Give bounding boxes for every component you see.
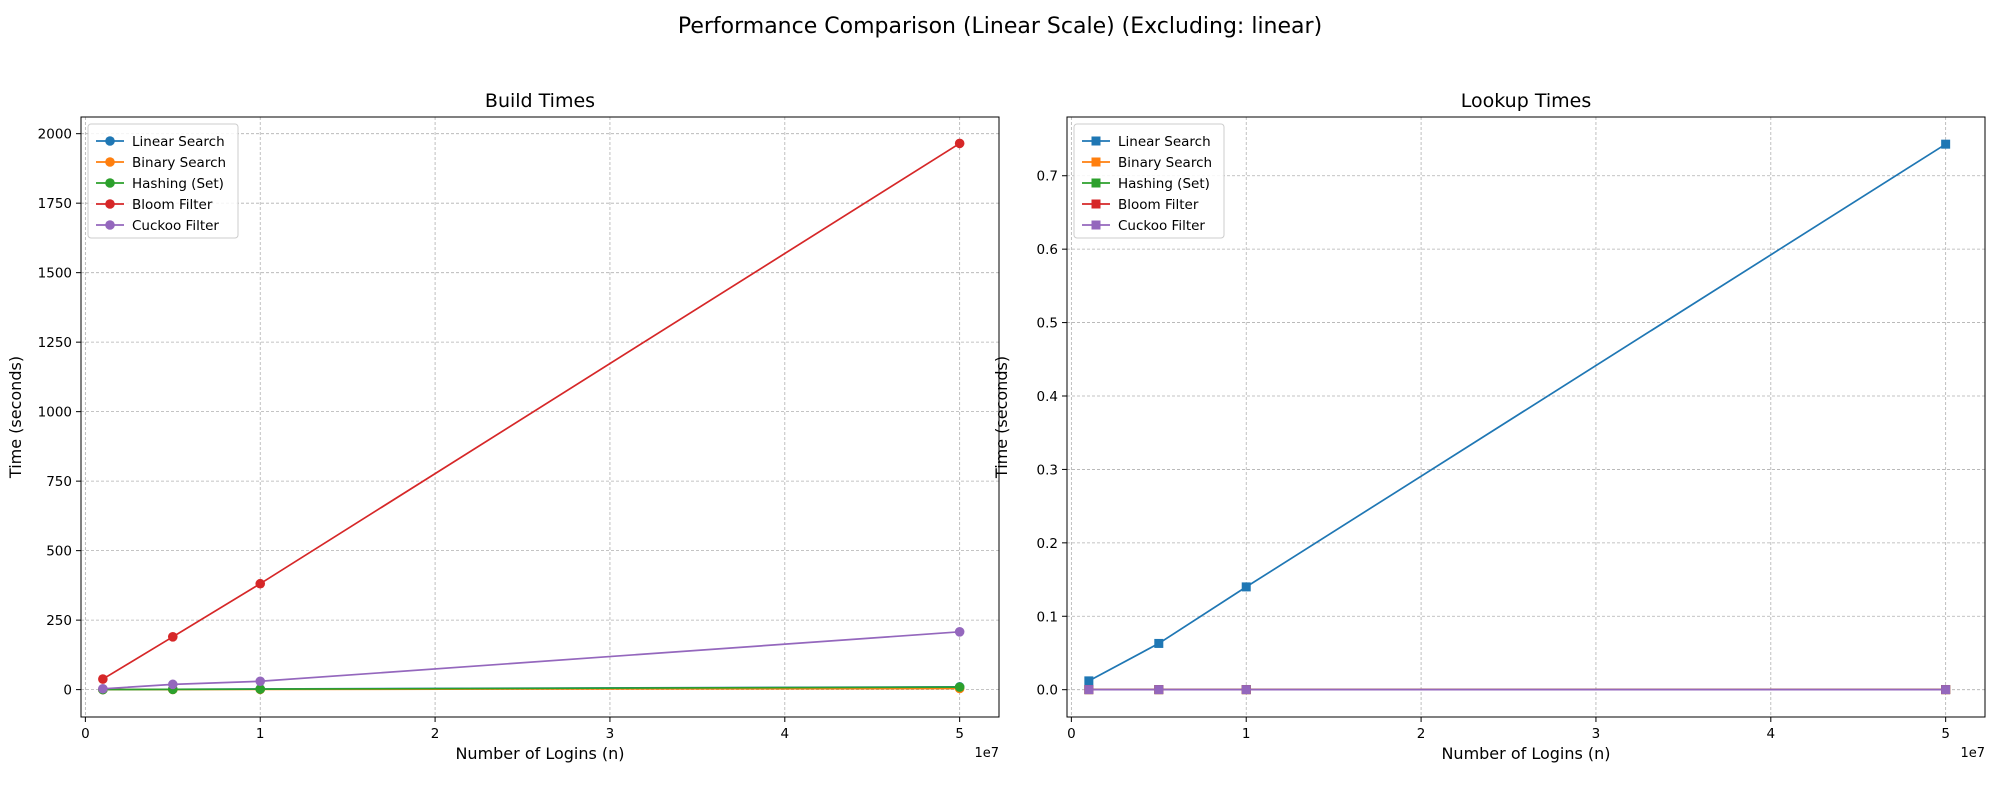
data-point [1154, 638, 1164, 648]
plot-area-frame [1066, 116, 1986, 718]
y-tick-label: 0 [63, 683, 72, 699]
legend-box [1073, 123, 1225, 239]
data-point [255, 676, 266, 687]
legend: Linear Search Binary Search Hashing (Set) B… [1073, 123, 1225, 239]
x-offset-label: 1e7 [974, 746, 999, 761]
chart-title: Build Times [485, 90, 595, 112]
legend: Linear Search Binary Search Hashing (Set) B… [87, 123, 239, 239]
x-tick-label: 4 [1767, 726, 1776, 742]
y-tick-label: 2000 [38, 127, 72, 143]
x-tick-label: 3 [1592, 726, 1601, 742]
x-axis-label: Number of Logins (n) [455, 744, 624, 763]
data-point [1941, 685, 1951, 695]
legend-label: Cuckoo Filter [132, 218, 219, 234]
y-tick-label: 0.2 [1037, 536, 1058, 552]
series-line [1088, 143, 1947, 682]
legend-marker [1091, 178, 1101, 188]
legend-marker [105, 157, 115, 167]
x-tick-label: 0 [1067, 726, 1076, 742]
series-line [102, 686, 960, 691]
data-point [168, 632, 178, 642]
data-point [1941, 139, 1951, 149]
legend-marker [105, 220, 115, 230]
plot-area-frame [80, 116, 1000, 718]
data-point [98, 674, 108, 684]
y-tick-label: 0.0 [1037, 683, 1058, 699]
figure-title: Performance Comparison (Linear Scale) (E… [678, 14, 1322, 39]
legend-label: Binary Search [132, 155, 226, 171]
legend-label: Linear Search [132, 134, 225, 150]
y-axis-label: Time (seconds) [992, 356, 1011, 479]
x-tick-label: 0 [81, 726, 90, 742]
y-tick-label: 250 [46, 613, 72, 629]
data-point [1084, 676, 1094, 686]
y-tick-label: 0.1 [1037, 609, 1058, 625]
x-tick-label: 3 [606, 726, 615, 742]
x-offset-label: 1e7 [1960, 746, 1985, 761]
y-tick-label: 0.7 [1037, 169, 1058, 185]
legend-marker [1091, 136, 1101, 146]
y-tick-label: 750 [46, 474, 72, 490]
data-point [1084, 685, 1094, 695]
data-point [954, 682, 965, 692]
legend-marker [105, 199, 115, 209]
x-tick-label: 5 [1941, 726, 1950, 742]
y-tick-label: 500 [46, 544, 72, 560]
y-tick-label: 1750 [38, 196, 72, 212]
x-tick-label: 1 [256, 726, 265, 742]
data-point [98, 683, 108, 694]
y-axis-label: Time (seconds) [6, 356, 25, 479]
y-tick-label: 0.4 [1037, 389, 1058, 405]
x-tick-label: 5 [955, 726, 964, 742]
legend-label: Bloom Filter [132, 197, 213, 213]
x-tick-label: 1 [1242, 726, 1251, 742]
legend-box [87, 123, 239, 239]
legend-marker [105, 178, 115, 188]
series-line [102, 630, 960, 690]
x-axis-label: Number of Logins (n) [1441, 744, 1610, 763]
legend-label: Binary Search [1118, 155, 1212, 171]
data-point [168, 679, 178, 690]
data-point [255, 684, 266, 694]
data-point [954, 138, 965, 149]
legend-marker [1091, 157, 1101, 167]
legend-marker [1091, 199, 1101, 209]
legend-label: Hashing (Set) [1118, 176, 1210, 192]
legend-label: Linear Search [1118, 134, 1211, 150]
legend-label: Bloom Filter [1118, 197, 1199, 213]
data-point [1241, 685, 1251, 695]
chart-title: Lookup Times [1461, 90, 1591, 112]
lookup-times-chart: 0 1 2 3 4 5 0.0 0.1 0.2 0.3 0.4 0.5 0.6 0.7 1e7 Lookup … [992, 90, 1986, 763]
legend-label: Hashing (Set) [132, 176, 224, 192]
y-tick-label: 0.3 [1037, 462, 1058, 478]
data-point [1154, 685, 1164, 695]
x-tick-label: 2 [1417, 726, 1426, 742]
legend-marker [105, 136, 115, 146]
data-point [954, 627, 965, 637]
y-tick-label: 1250 [38, 335, 72, 351]
data-point [1241, 582, 1251, 592]
y-tick-label: 0.5 [1037, 316, 1058, 332]
legend-marker [1091, 220, 1101, 230]
series-line [102, 142, 961, 680]
y-tick-label: 1000 [38, 405, 72, 421]
x-tick-label: 4 [781, 726, 790, 742]
data-point [255, 578, 266, 589]
legend-label: Cuckoo Filter [1118, 218, 1205, 234]
y-tick-label: 1500 [38, 266, 72, 282]
y-tick-label: 0.6 [1037, 242, 1058, 258]
build-times-chart: 0 1 2 3 4 5 0 250 500 750 1000 1250 1500 1750 2000 1e7 B… [6, 90, 1000, 763]
x-tick-label: 2 [431, 726, 440, 742]
